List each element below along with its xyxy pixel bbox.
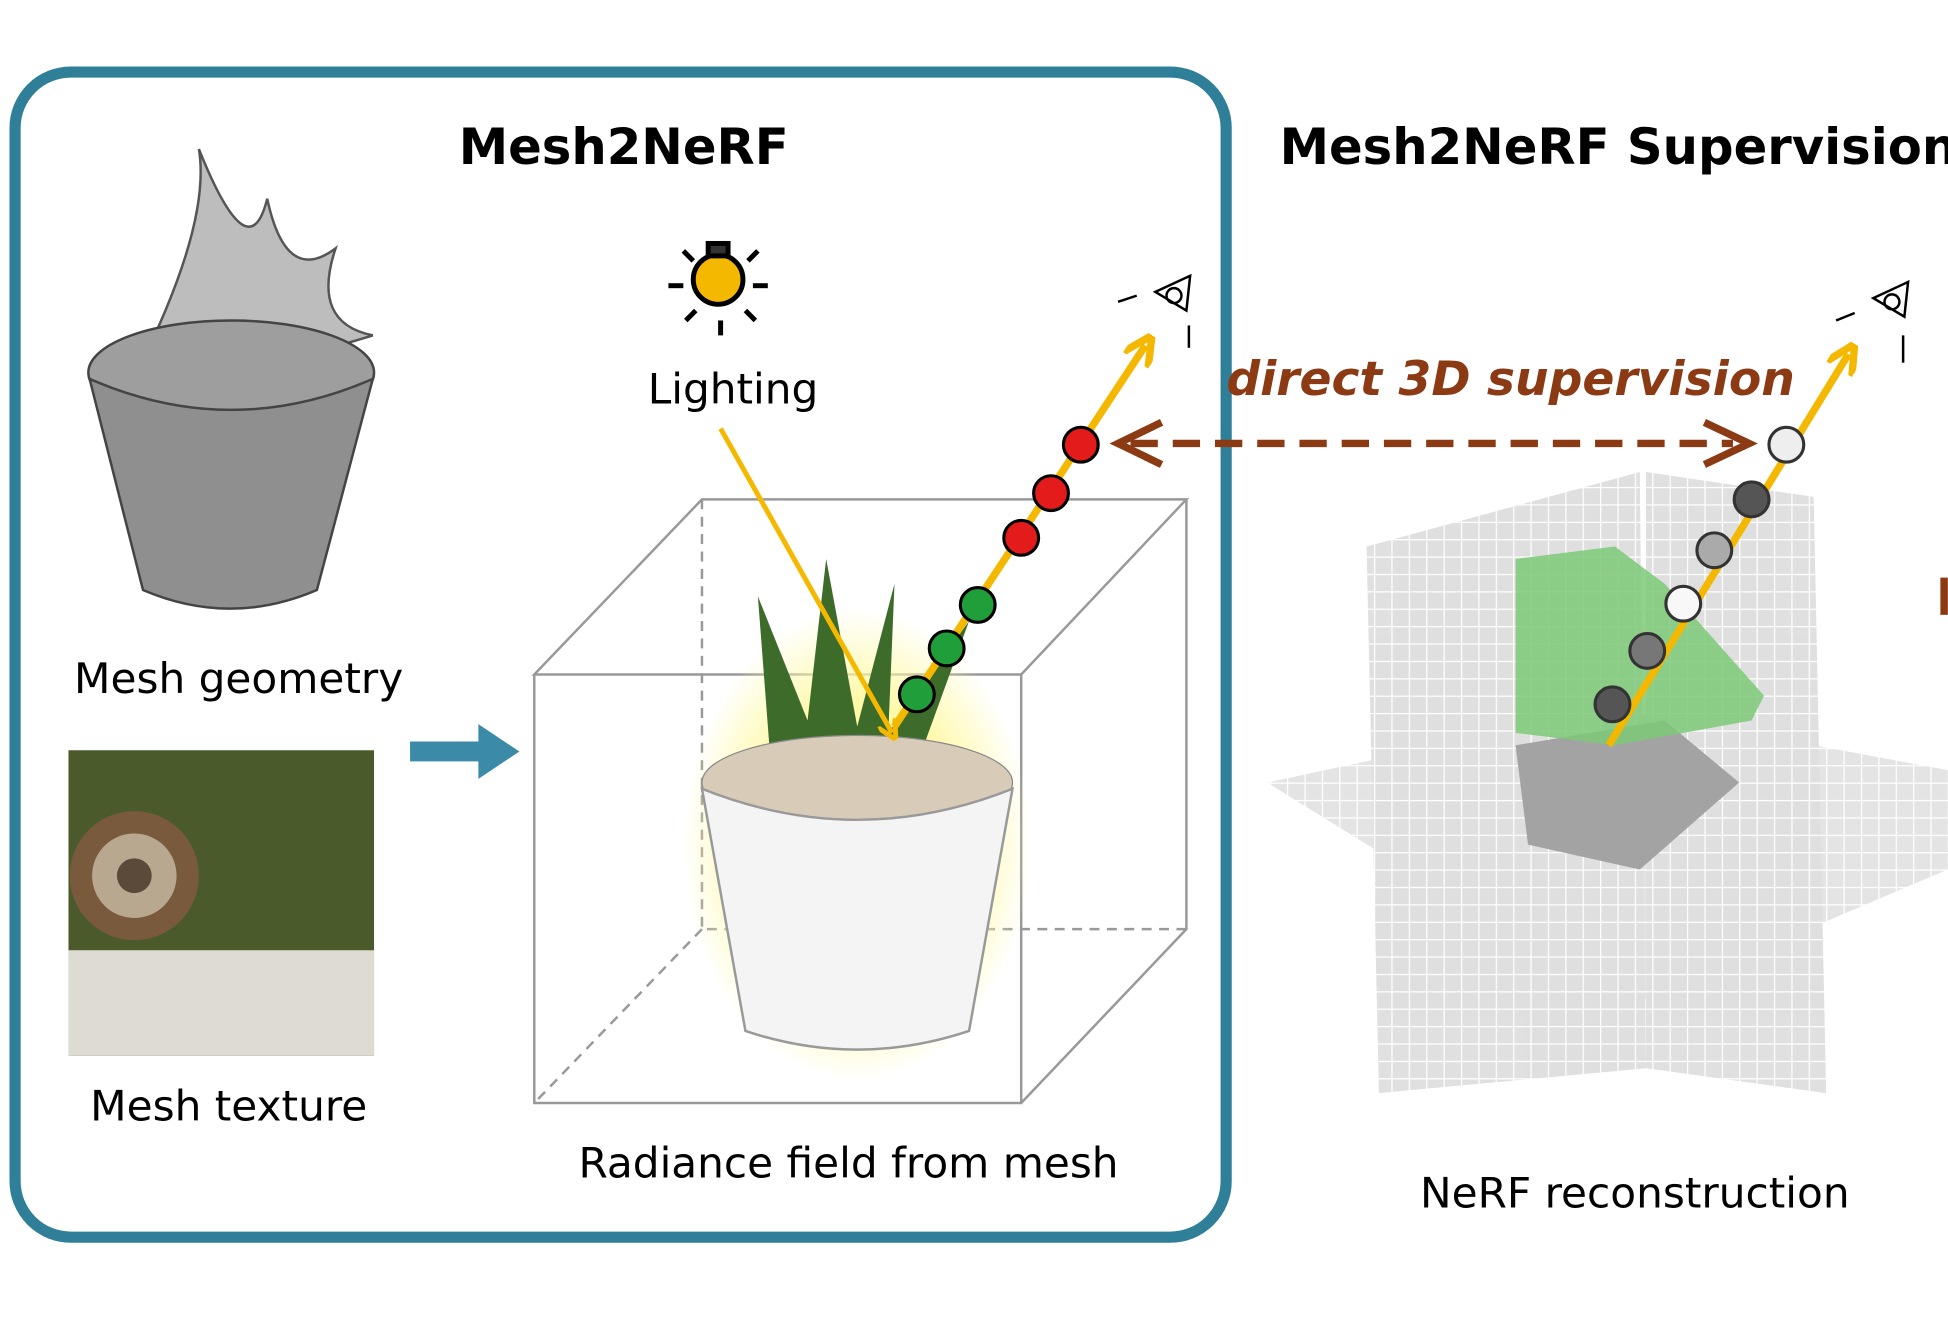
bulb-icon <box>668 240 768 336</box>
mesh-texture-icon <box>68 750 375 1056</box>
panel-title: Mesh2NeRF <box>459 118 789 176</box>
voxel-grid <box>1267 472 1948 1094</box>
supervision-link-label: direct 3D supervision <box>1226 352 1795 407</box>
edge-mark <box>1940 577 1948 615</box>
supervision-arrow <box>1109 418 1758 468</box>
lighting-label: Lighting <box>648 365 819 414</box>
arrow <box>410 724 520 779</box>
texture-label: Mesh texture <box>90 1081 367 1130</box>
samples <box>897 425 1100 714</box>
nerf-samples <box>1593 425 1806 724</box>
geometry-label: Mesh geometry <box>74 654 403 703</box>
supervision-title: Mesh2NeRF Supervision <box>1280 118 1948 176</box>
radiance-label: Radiance field from mesh <box>578 1139 1118 1188</box>
light-ray <box>718 427 892 733</box>
panel-frame <box>9 66 1232 1243</box>
mesh-geometry-icon <box>87 148 376 610</box>
eye-icon <box>1117 273 1910 363</box>
reconstruction-label: NeRF reconstruction <box>1420 1168 1850 1217</box>
radiance-pot <box>683 558 1032 1081</box>
